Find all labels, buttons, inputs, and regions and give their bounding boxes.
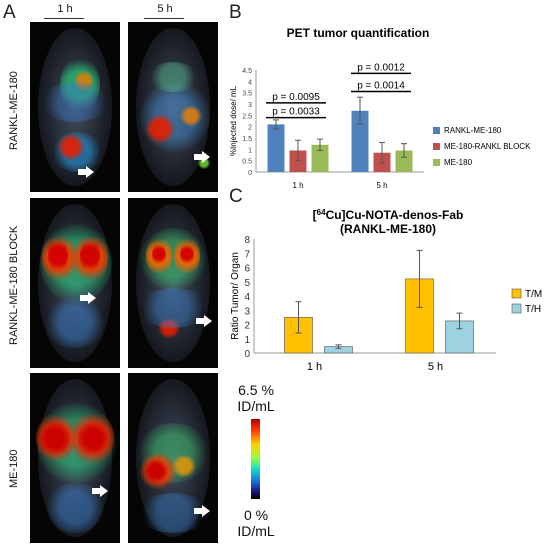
- chart-c-title-line2: (RANKL-ME-180): [340, 222, 436, 236]
- tracer-uptake-spot: [148, 62, 198, 92]
- tracer-uptake-spot: [146, 114, 174, 144]
- panel-letter-b: B: [229, 2, 242, 23]
- tracer-uptake-spot: [45, 298, 105, 348]
- chart-c-y-axis-label: Ratio Tumor/ Organ: [230, 252, 241, 340]
- scan-rankl-5h: [128, 22, 218, 192]
- chart-b-bar: [395, 150, 413, 172]
- chart-b-legend-label: ME-180: [444, 158, 473, 167]
- chart-b-legend-label: ME-180-RANKL BLOCK: [444, 142, 531, 151]
- chart-b-y-tick-label: 4.5: [242, 68, 252, 75]
- chart-b-bar: [289, 150, 307, 172]
- chart-c-y-tick-label: 5: [244, 278, 250, 289]
- chart-c-y-tick-label: 0: [244, 349, 250, 360]
- chart-b-x-tick-label: 5 h: [376, 181, 387, 190]
- tracer-uptake-spot: [80, 238, 100, 273]
- chart-b-y-tick-label: 1: [248, 147, 252, 154]
- row-label-rankl-me-180: RANKL-ME-180: [8, 71, 20, 150]
- chart-b-y-tick-label: 3.5: [242, 91, 252, 98]
- chart-c-y-tick-label: 4: [244, 292, 250, 303]
- colorbar-min-label: 0 % ID/mL: [221, 507, 291, 539]
- chart-b-p-value: p = 0.0012: [357, 62, 405, 73]
- column-rule-5h: [144, 18, 184, 19]
- tracer-uptake-spot: [75, 70, 93, 92]
- chart-c-legend-label: T/M: [525, 289, 542, 300]
- row-label-rankl-block: RANKL-ME-180 BLOCK: [8, 225, 20, 345]
- colorbar-max-label: 6.5 % ID/mL: [221, 382, 291, 414]
- tracer-uptake-spot: [58, 134, 84, 160]
- chart-b-bar: [311, 144, 329, 172]
- chart-b-y-tick-label: 0: [248, 170, 252, 177]
- chart-c-y-tick-label: 2: [244, 321, 250, 332]
- chart-c-y-tick-label: 8: [244, 235, 250, 246]
- scan-rankl-1h: [30, 22, 120, 192]
- tracer-uptake-spot: [40, 421, 70, 456]
- chart-b-y-axis-label: %Injected dose/ mL: [229, 85, 238, 156]
- tracer-uptake-spot: [180, 106, 202, 126]
- colorbar: [251, 419, 260, 499]
- chart-c-legend-swatch: [511, 303, 522, 314]
- scan-block-1h: [30, 198, 120, 368]
- tracer-uptake-spot: [78, 421, 108, 456]
- colorbar-min-line2: ID/mL: [237, 523, 275, 539]
- chart-b-bar: [351, 110, 369, 172]
- chart-b-x-tick-label: 1 h: [292, 181, 303, 190]
- chart-pet-quantification: PET tumor quantification %Injected dose/ …: [229, 26, 531, 190]
- tracer-uptake-spot: [158, 318, 180, 338]
- tracer-uptake-spot: [48, 238, 68, 273]
- scan-me180-1h: [30, 373, 120, 543]
- scan-block-5h: [128, 198, 218, 368]
- chart-tumor-organ-ratio: [64Cu]Cu-NOTA-denos-Fab(RANKL-ME-180) Rat…: [230, 208, 542, 373]
- chart-b-p-value: p = 0.0014: [357, 81, 405, 92]
- chart-b-y-tick-label: 2: [248, 125, 252, 132]
- chart-b-title: PET tumor quantification: [287, 26, 430, 40]
- panel-letter-a: A: [3, 2, 16, 23]
- chart-b-y-tick-label: 1.5: [242, 136, 252, 143]
- chart-b-p-value: p = 0.0033: [272, 107, 320, 118]
- chart-c-y-tick-label: 3: [244, 306, 250, 317]
- chart-c-title-line1: [64Cu]Cu-NOTA-denos-Fab: [313, 208, 464, 222]
- tracer-uptake-spot: [180, 243, 194, 265]
- chart-b-y-tick-label: 4: [248, 79, 252, 86]
- column-header-5h: 5 h: [157, 3, 173, 15]
- colorbar-max-line1: 6.5 %: [238, 382, 274, 398]
- chart-b-y-tick-label: 0.5: [242, 159, 252, 166]
- column-header-1h: 1 h: [57, 3, 73, 15]
- tracer-uptake-spot: [152, 243, 166, 265]
- scan-me180-5h: [128, 373, 218, 543]
- chart-c-y-tick-label: 1: [244, 335, 250, 346]
- tracer-uptake-spot: [144, 459, 168, 483]
- chart-b-legend-swatch: [433, 143, 440, 150]
- colorbar-max-line2: ID/mL: [237, 398, 275, 414]
- chart-c-legend-label: T/H: [525, 304, 541, 315]
- chart-b-bar: [267, 124, 285, 172]
- chart-c-x-tick-label: 1 h: [307, 361, 322, 373]
- chart-b-y-tick-label: 3: [248, 102, 252, 109]
- chart-c-x-tick-label: 5 h: [428, 361, 443, 373]
- tracer-uptake-spot: [172, 455, 196, 477]
- chart-b-legend-label: RANKL-ME-180: [444, 126, 502, 135]
- tracer-uptake-spot: [40, 82, 110, 122]
- row-label-me-180: ME-180: [8, 449, 20, 488]
- panel-letter-c: C: [229, 186, 243, 207]
- chart-b-p-value: p = 0.0095: [272, 92, 320, 103]
- chart-c-legend-swatch: [511, 288, 522, 299]
- chart-b-legend-swatch: [433, 159, 440, 166]
- chart-c-y-tick-label: 6: [244, 264, 250, 275]
- chart-c-y-tick-label: 7: [244, 249, 250, 260]
- chart-b-legend-swatch: [433, 127, 440, 134]
- colorbar-min-line1: 0 %: [243, 507, 269, 523]
- column-rule-1h: [44, 18, 84, 19]
- chart-b-y-tick-label: 2.5: [242, 113, 252, 120]
